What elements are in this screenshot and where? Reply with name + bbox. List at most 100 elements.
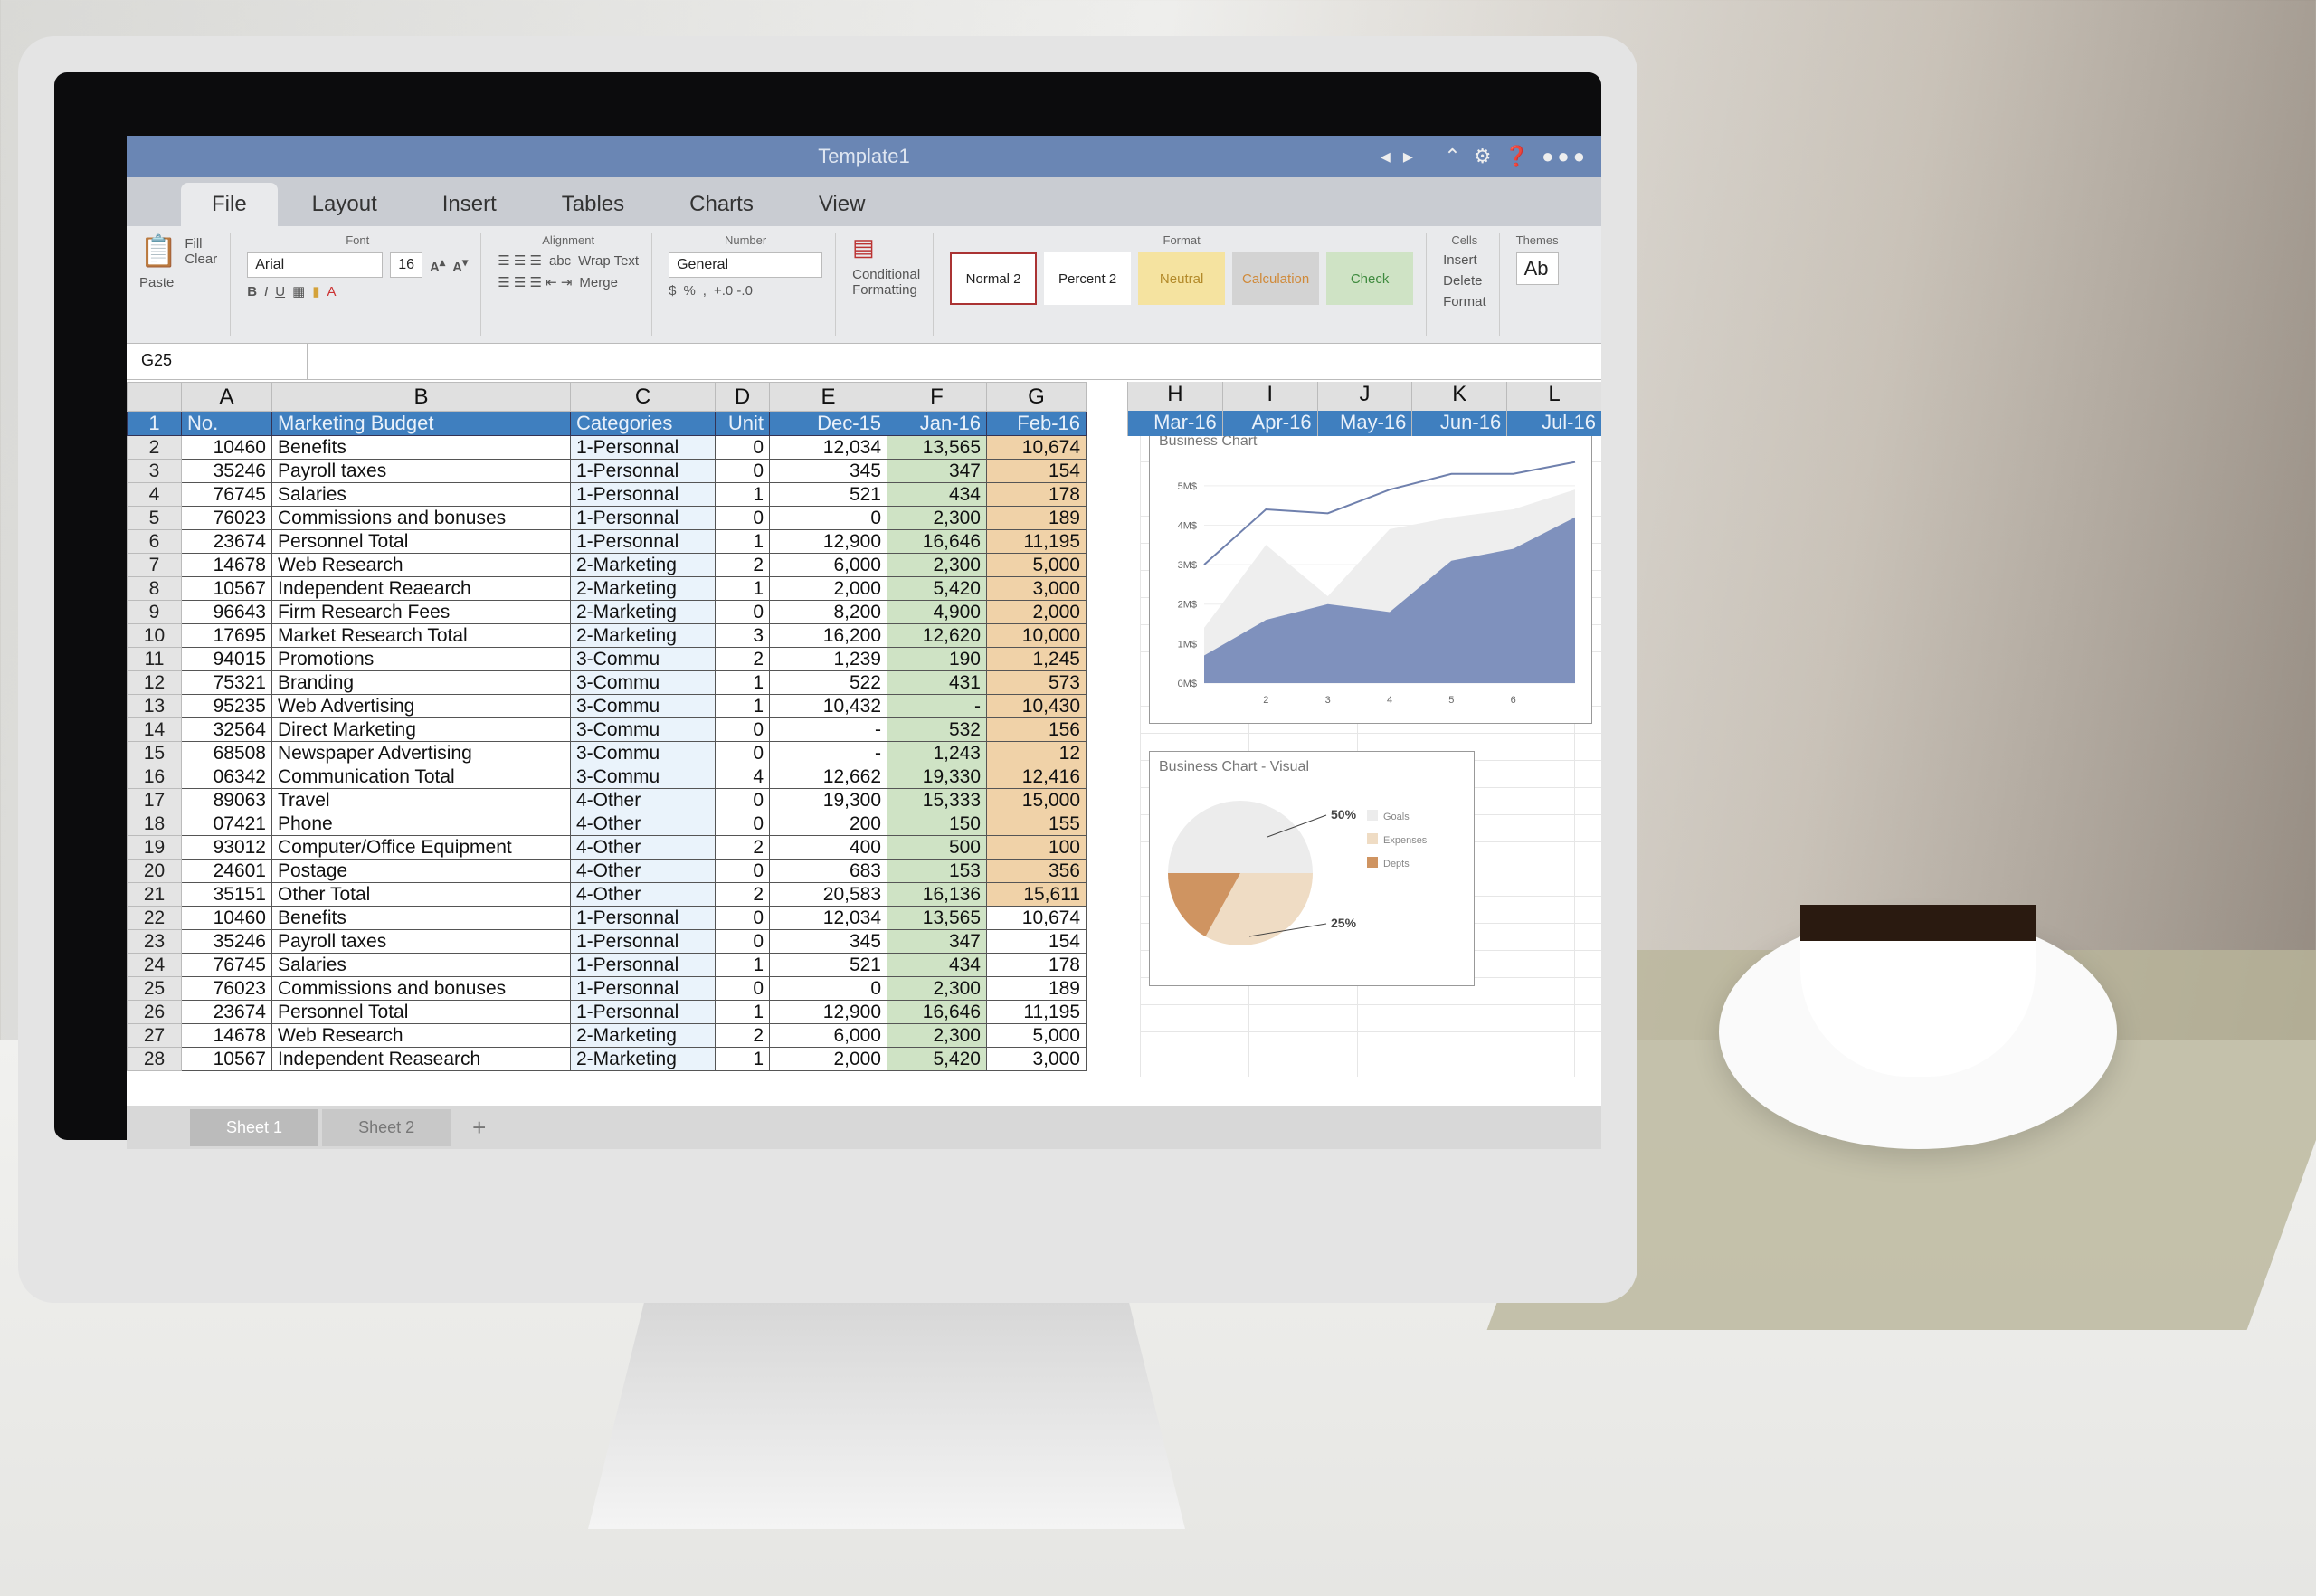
cell[interactable]: 1-Personnal [570,929,716,954]
cell[interactable]: 75321 [181,670,272,695]
number-format-select[interactable]: General [669,252,823,278]
cell[interactable]: 10460 [181,435,272,460]
name-box[interactable]: G25 [127,344,308,379]
row-number[interactable]: 10 [127,623,182,648]
cell[interactable]: - [769,741,887,765]
paste-icon[interactable]: 📋 [139,234,178,269]
cell[interactable]: Salaries [271,953,571,977]
cell[interactable]: Branding [271,670,571,695]
cell[interactable]: Independent Reaearch [271,576,571,601]
cell[interactable]: 11,195 [986,1000,1087,1024]
cell-style-percent-2[interactable]: Percent 2 [1044,252,1132,305]
table-header-cell[interactable]: Categories [570,411,716,436]
cell[interactable]: 500 [887,835,987,860]
cell[interactable]: 16,136 [887,882,987,907]
cell[interactable]: 3-Commu [570,741,716,765]
cell[interactable]: 1-Personnal [570,953,716,977]
cell[interactable]: 95235 [181,694,272,718]
table-header-cell[interactable]: Jan-16 [887,411,987,436]
cell[interactable]: Phone [271,812,571,836]
cell[interactable]: 14678 [181,1023,272,1048]
format-cells-button[interactable]: Format [1443,294,1486,309]
cell[interactable]: 3-Commu [570,717,716,742]
cell[interactable]: 93012 [181,835,272,860]
cell[interactable]: Communication Total [271,765,571,789]
row-number[interactable]: 28 [127,1047,182,1071]
cell[interactable]: 15,333 [887,788,987,812]
row-number[interactable]: 25 [127,976,182,1001]
cell[interactable]: 12,416 [986,765,1087,789]
cell[interactable]: 2-Marketing [570,600,716,624]
row-number[interactable]: 21 [127,882,182,907]
cell[interactable]: 0 [715,859,770,883]
cell[interactable]: 1 [715,529,770,554]
cell[interactable]: 189 [986,506,1087,530]
cell[interactable]: 532 [887,717,987,742]
clear-button[interactable]: Clear [185,252,218,267]
cell[interactable]: 4-Other [570,788,716,812]
cell[interactable]: 2 [715,647,770,671]
cell[interactable]: 19,300 [769,788,887,812]
cell[interactable]: Web Advertising [271,694,571,718]
cell[interactable]: 2,300 [887,976,987,1001]
cell[interactable]: 13,565 [887,906,987,930]
cell[interactable]: 10567 [181,1047,272,1071]
tab-view[interactable]: View [818,192,866,216]
cell[interactable]: Promotions [271,647,571,671]
cell[interactable]: 2-Marketing [570,1047,716,1071]
cell[interactable]: 2,300 [887,1023,987,1048]
cell[interactable]: 155 [986,812,1087,836]
cell[interactable]: 2 [715,882,770,907]
row-number[interactable]: 13 [127,694,182,718]
table-header-cell[interactable]: Feb-16 [986,411,1087,436]
cell[interactable]: 12,620 [887,623,987,648]
text-orientation-button[interactable]: abc [548,252,572,269]
cell[interactable]: 0 [715,906,770,930]
cell[interactable]: 10,000 [986,623,1087,648]
cell[interactable]: 1 [715,694,770,718]
cell[interactable]: 1-Personnal [570,529,716,554]
cell[interactable]: 1-Personnal [570,459,716,483]
cell[interactable]: 153 [887,859,987,883]
cell[interactable]: Direct Marketing [271,717,571,742]
cell[interactable]: Market Research Total [271,623,571,648]
row-number[interactable]: 24 [127,953,182,977]
cell[interactable]: 0 [769,506,887,530]
row-number[interactable]: 2 [127,435,182,460]
cell[interactable]: 94015 [181,647,272,671]
cell[interactable]: 356 [986,859,1087,883]
shrink-font-icon[interactable]: A▾ [452,256,469,275]
row-number[interactable]: 4 [127,482,182,507]
cell[interactable]: 2-Marketing [570,576,716,601]
column-header-C[interactable]: C [570,382,716,412]
cell[interactable]: 4-Other [570,882,716,907]
cell[interactable]: 12,034 [769,906,887,930]
column-header-D[interactable]: D [715,382,770,412]
cell[interactable]: 0 [715,812,770,836]
cell[interactable]: 0 [715,506,770,530]
cell[interactable]: 10,674 [986,435,1087,460]
row-number[interactable]: 14 [127,717,182,742]
cell[interactable]: 3-Commu [570,670,716,695]
cell[interactable]: - [887,694,987,718]
row-number[interactable]: 7 [127,553,182,577]
row-number[interactable]: 1 [127,411,182,436]
cell[interactable]: 07421 [181,812,272,836]
decimal-icons[interactable]: +.0 -.0 [713,283,753,299]
cell[interactable]: 200 [769,812,887,836]
cell[interactable]: 11,195 [986,529,1087,554]
cell[interactable]: 100 [986,835,1087,860]
row-number[interactable]: 19 [127,835,182,860]
cell[interactable]: Salaries [271,482,571,507]
cell[interactable]: 32564 [181,717,272,742]
cell[interactable]: 0 [715,600,770,624]
table-header-cell[interactable]: Marketing Budget [271,411,571,436]
cell[interactable]: 2,000 [769,576,887,601]
cell[interactable]: 06342 [181,765,272,789]
cell[interactable]: 434 [887,953,987,977]
sheet-tab-1[interactable]: Sheet 1 [190,1108,319,1146]
cell[interactable]: 1 [715,953,770,977]
cell[interactable]: 431 [887,670,987,695]
column-I[interactable]: I Apr-16 [1221,382,1317,436]
cell[interactable]: 96643 [181,600,272,624]
